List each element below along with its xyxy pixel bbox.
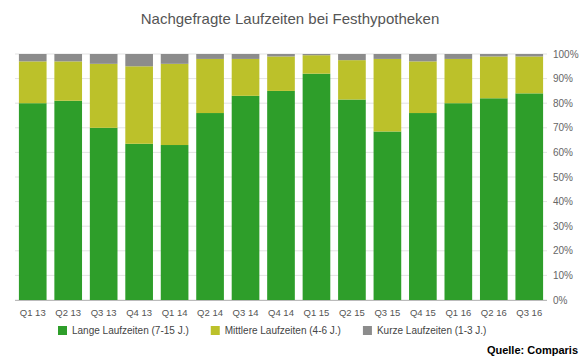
x-tick-label: Q1 16 bbox=[445, 307, 471, 318]
bar bbox=[267, 54, 295, 56]
bar bbox=[409, 113, 437, 300]
bar bbox=[161, 54, 189, 64]
bar bbox=[303, 54, 331, 55]
bar bbox=[125, 66, 153, 143]
x-tick-label: Q1 14 bbox=[162, 307, 188, 318]
x-tick-label: Q3 15 bbox=[374, 307, 400, 318]
bar bbox=[90, 54, 118, 64]
bar bbox=[374, 54, 402, 59]
y-tick-label: 70% bbox=[553, 122, 573, 133]
bar bbox=[232, 96, 260, 300]
bar bbox=[409, 61, 437, 113]
bar bbox=[90, 64, 118, 128]
y-tick-label: 0% bbox=[553, 295, 568, 306]
legend-label: Kurze Laufzeiten (1-3 J.) bbox=[377, 325, 487, 336]
bar bbox=[303, 55, 331, 73]
bar bbox=[338, 60, 366, 99]
y-tick-label: 30% bbox=[553, 221, 573, 232]
legend: Lange Laufzeiten (7-15 J.) Mittlere Laufz… bbox=[58, 325, 486, 336]
bar bbox=[374, 59, 402, 132]
x-tick-label: Q4 15 bbox=[410, 307, 436, 318]
bar bbox=[480, 98, 508, 300]
bar bbox=[232, 54, 260, 59]
bar bbox=[196, 59, 224, 113]
y-tick-label: 50% bbox=[553, 172, 573, 183]
legend-label: Lange Laufzeiten (7-15 J.) bbox=[72, 325, 189, 336]
source: Quelle: Comparis bbox=[487, 344, 578, 356]
x-tick-label: Q1 15 bbox=[304, 307, 330, 318]
legend-marker bbox=[58, 326, 67, 335]
x-axis bbox=[15, 300, 547, 301]
y-tick-label: 100% bbox=[553, 49, 579, 60]
bar bbox=[232, 59, 260, 96]
bar bbox=[338, 54, 366, 60]
bar bbox=[445, 59, 473, 103]
bar bbox=[54, 101, 82, 300]
chart: Nachgefragte Laufzeiten bei Festhypothek… bbox=[0, 0, 583, 361]
bar bbox=[445, 103, 473, 300]
grid bbox=[15, 54, 547, 300]
bar bbox=[54, 61, 82, 100]
x-tick-label: Q3 13 bbox=[91, 307, 117, 318]
bar bbox=[303, 74, 331, 300]
x-tick-label: Q2 13 bbox=[55, 307, 81, 318]
legend-marker bbox=[211, 326, 220, 335]
bar bbox=[161, 64, 189, 145]
x-tick-label: Q2 16 bbox=[481, 307, 507, 318]
bar bbox=[515, 56, 543, 93]
bar bbox=[445, 54, 473, 59]
y-tick-label: 40% bbox=[553, 196, 573, 207]
bar bbox=[19, 54, 47, 61]
bar bbox=[54, 54, 82, 61]
y-tick-label: 90% bbox=[553, 73, 573, 84]
bar bbox=[480, 56, 508, 98]
bar bbox=[90, 128, 118, 300]
legend-label: Mittlere Laufzeiten (4-6 J.) bbox=[225, 325, 341, 336]
bars bbox=[19, 54, 543, 300]
bar bbox=[19, 61, 47, 103]
bar bbox=[409, 54, 437, 61]
bar bbox=[338, 100, 366, 300]
bar bbox=[515, 54, 543, 56]
title: Nachgefragte Laufzeiten bei Festhypothek… bbox=[141, 10, 440, 27]
x-tick-label: Q4 14 bbox=[268, 307, 294, 318]
x-tick-label: Q1 13 bbox=[20, 307, 46, 318]
bar bbox=[125, 54, 153, 66]
bar bbox=[161, 145, 189, 300]
y-tick-label: 60% bbox=[553, 147, 573, 158]
bar bbox=[267, 56, 295, 90]
x-tick-label: Q2 14 bbox=[197, 307, 223, 318]
x-tick-label: Q4 13 bbox=[126, 307, 152, 318]
y-tick-label: 80% bbox=[553, 98, 573, 109]
bar bbox=[374, 131, 402, 300]
bar bbox=[125, 144, 153, 300]
bar bbox=[196, 113, 224, 300]
y-tick-label: 10% bbox=[553, 270, 573, 281]
bar bbox=[267, 91, 295, 300]
x-tick-label: Q2 15 bbox=[339, 307, 365, 318]
bar bbox=[515, 93, 543, 300]
bar bbox=[19, 103, 47, 300]
bar bbox=[196, 54, 224, 59]
x-tick-label: Q3 14 bbox=[233, 307, 259, 318]
y-tick-label: 20% bbox=[553, 245, 573, 256]
bar bbox=[480, 54, 508, 56]
legend-marker bbox=[363, 326, 372, 335]
x-tick-label: Q3 16 bbox=[516, 307, 542, 318]
